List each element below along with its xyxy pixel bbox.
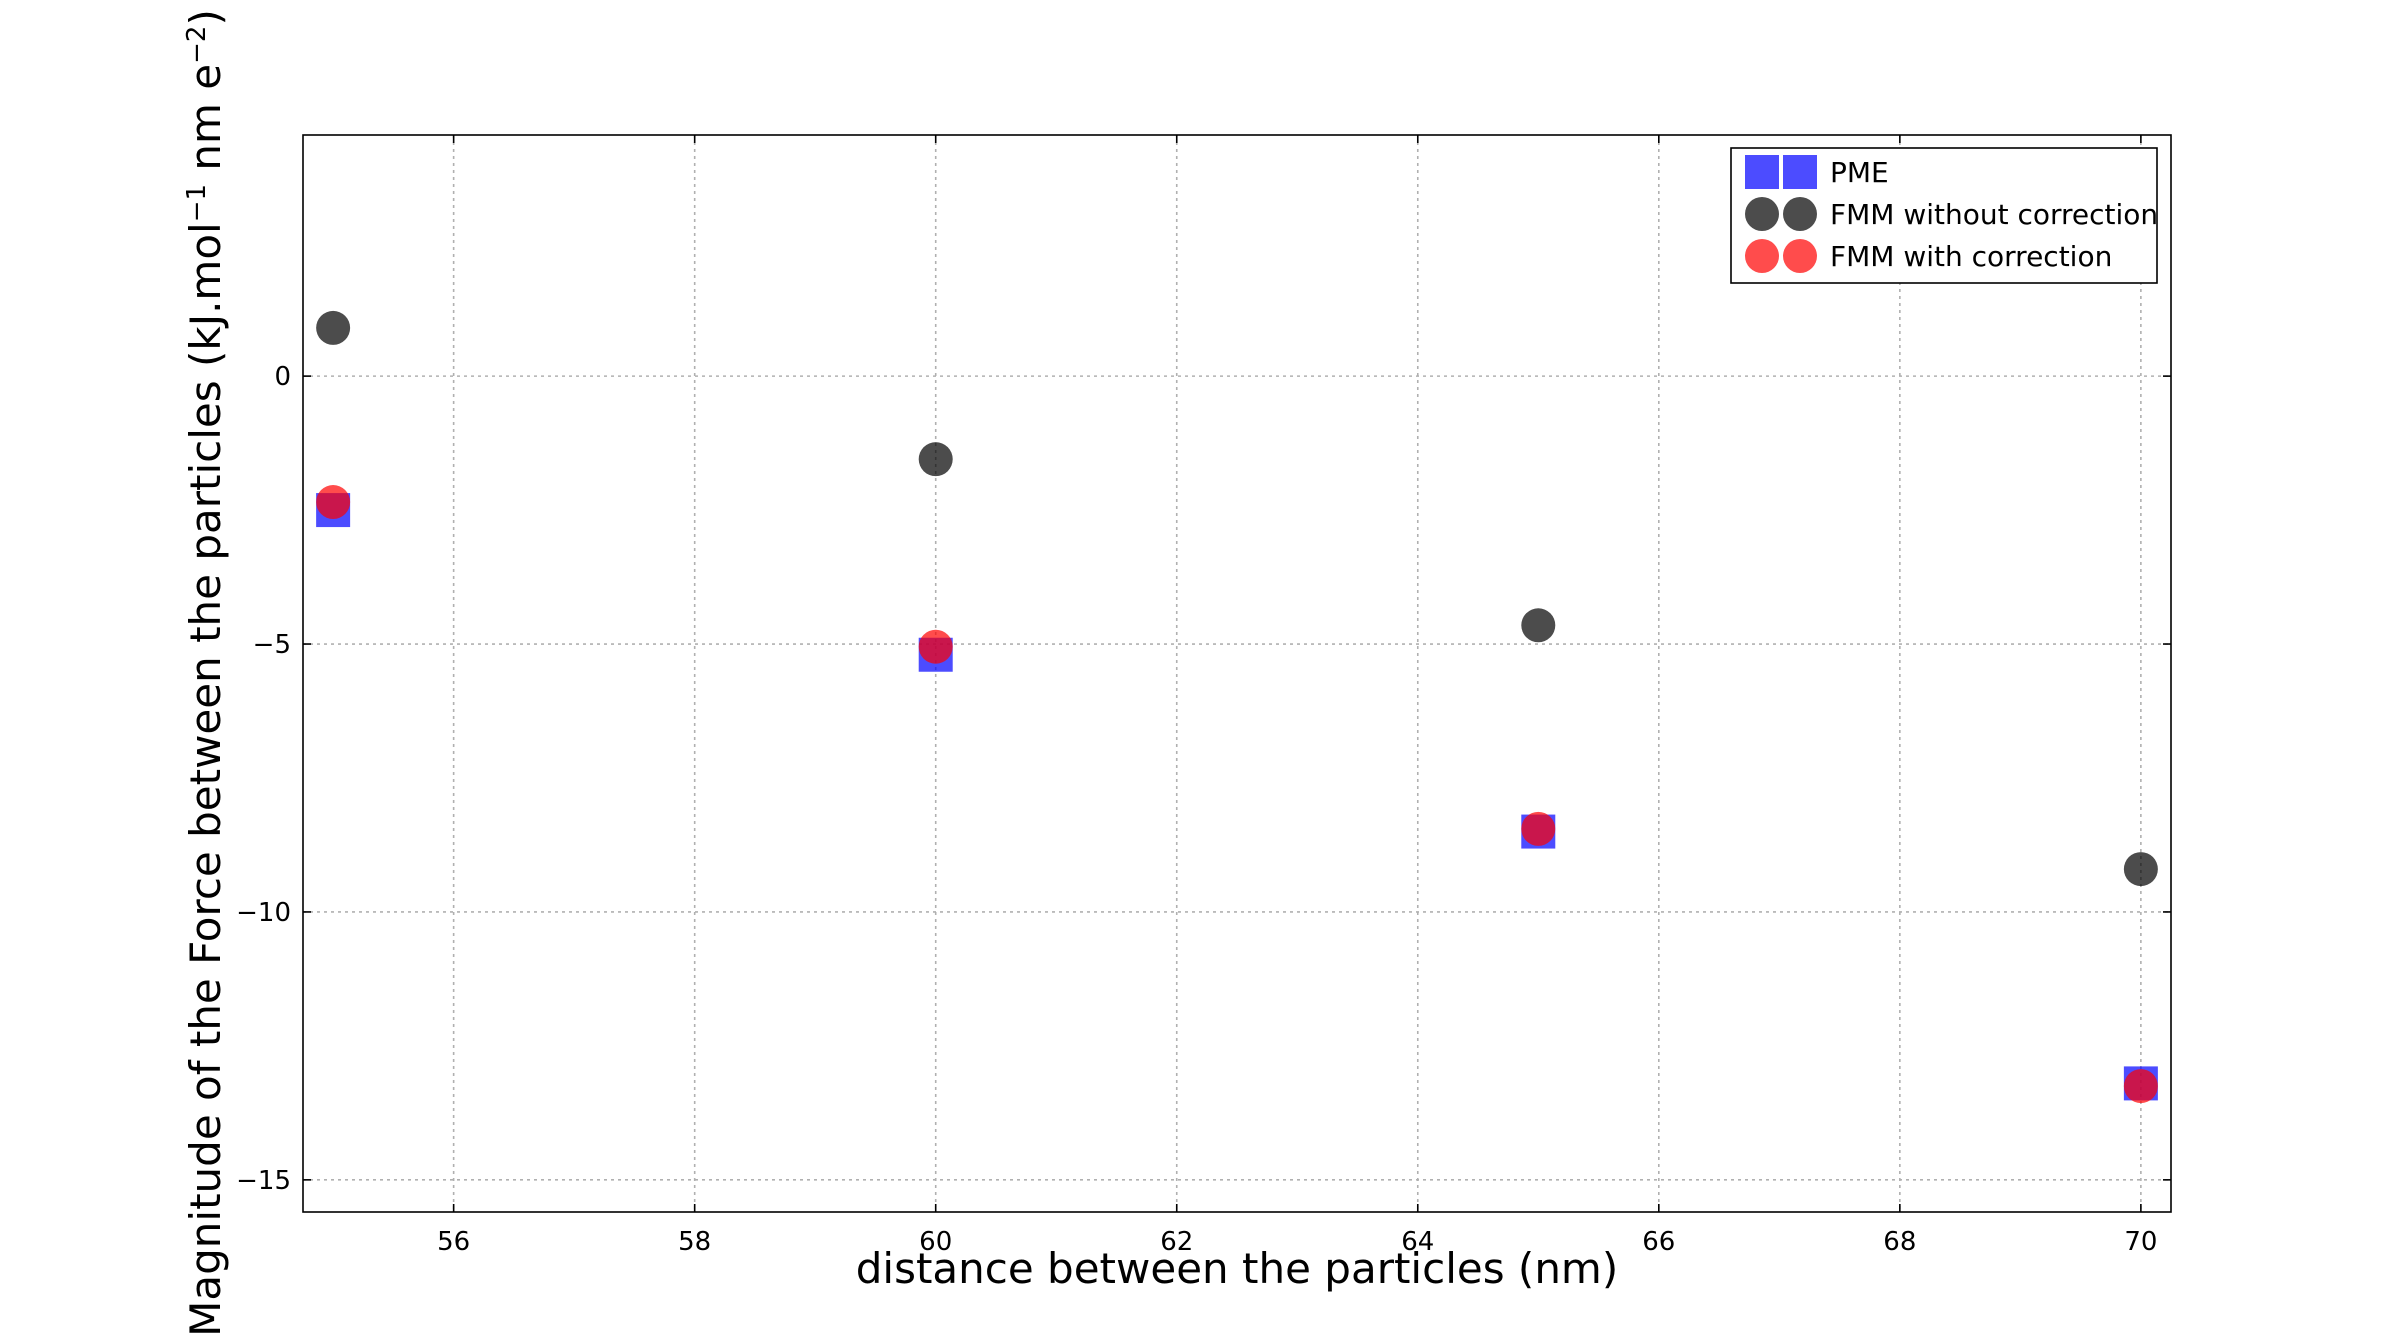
data-point [2123, 852, 2158, 887]
x-tick-label: 68 [1883, 1227, 1916, 1257]
legend-marker [1783, 197, 1817, 231]
series-2 [316, 485, 2158, 1104]
ticks: 56 58 60 62 64 66 68 70 0 −5 −10 −15 [236, 135, 2171, 1257]
y-tick-label: 0 [274, 362, 291, 392]
legend-item: FMM without correction [1745, 197, 2158, 231]
data-point [316, 485, 351, 520]
y-axis-title-sup-2: −2 [182, 26, 212, 64]
data-point [1521, 608, 1556, 643]
legend-item: FMM with correction [1745, 239, 2112, 273]
y-axis-title-end: ) [181, 9, 230, 25]
y-axis-title-mid: nm e [181, 64, 230, 184]
data-point [1521, 811, 1556, 846]
grid [303, 135, 2171, 1212]
x-tick-label: 58 [678, 1227, 711, 1257]
x-tick-label: 64 [1401, 1227, 1434, 1257]
x-tick-label: 60 [919, 1227, 952, 1257]
data-point [918, 442, 953, 477]
x-tick-label: 62 [1160, 1227, 1193, 1257]
legend-marker [1745, 239, 1779, 273]
legend-label: FMM without correction [1830, 198, 2158, 231]
legend-label: PME [1830, 156, 1889, 189]
x-axis-title: distance between the particles (nm) [856, 1244, 1619, 1293]
x-tick-label: 56 [437, 1227, 470, 1257]
data-marks [316, 310, 2158, 1104]
x-tick-label: 70 [2124, 1227, 2157, 1257]
y-tick-label: −5 [253, 630, 291, 660]
legend: PME FMM without correction FMM with correc… [1730, 147, 2158, 284]
legend-label: FMM with correction [1830, 240, 2112, 273]
x-tick-label: 66 [1642, 1227, 1675, 1257]
y-axis-title: Magnitude of the Force between the parti… [181, 9, 230, 1337]
data-point [2123, 1069, 2158, 1104]
y-tick-label: −10 [236, 898, 291, 928]
y-axis-title-main: Magnitude of the Force between the parti… [181, 222, 230, 1337]
y-tick-label: −15 [236, 1166, 291, 1196]
data-point [316, 310, 351, 345]
series-1 [316, 310, 2158, 887]
legend-item: PME [1745, 155, 1889, 189]
data-point [918, 629, 953, 664]
legend-marker [1745, 197, 1779, 231]
legend-marker [1783, 239, 1817, 273]
legend-marker [1745, 155, 1779, 189]
y-axis-title-sup-1: −1 [182, 184, 212, 222]
plot-area-frame [302, 134, 2172, 1213]
legend-marker [1783, 155, 1817, 189]
